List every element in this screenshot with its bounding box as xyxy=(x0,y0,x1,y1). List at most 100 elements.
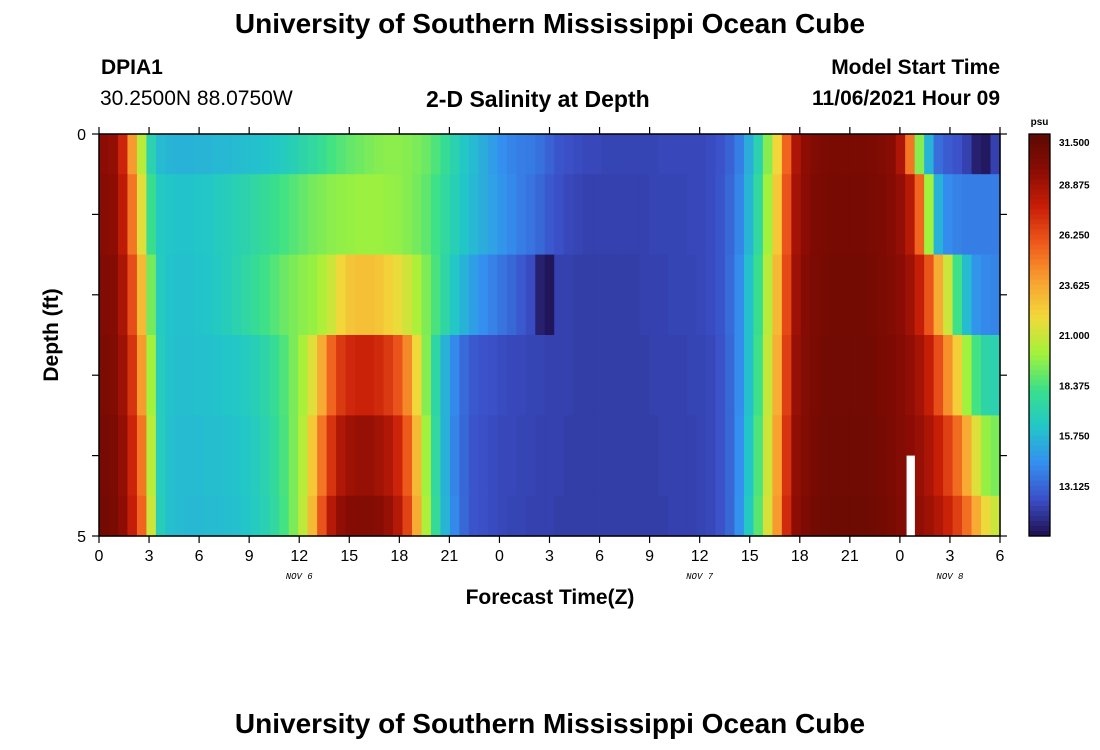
heatmap-cell xyxy=(459,174,470,256)
heatmap-cell xyxy=(829,415,840,497)
heatmap-cell xyxy=(449,174,460,256)
heatmap-cell xyxy=(269,415,280,497)
heatmap-cell xyxy=(279,495,290,537)
heatmap-cell xyxy=(611,254,622,336)
heatmap-cell xyxy=(440,495,451,537)
heatmap-cell xyxy=(762,134,773,175)
heatmap-cell xyxy=(639,174,650,256)
y-tick-label: 5 xyxy=(77,529,86,546)
colorbar-segment xyxy=(1029,219,1050,226)
colorbar-tick-label: 28.875 xyxy=(1059,180,1090,191)
colorbar-segment xyxy=(1029,319,1050,326)
heatmap-cell xyxy=(867,254,878,336)
heatmap-cell xyxy=(544,254,555,336)
heatmap-cell xyxy=(497,335,508,416)
heatmap-cell xyxy=(459,335,470,416)
heatmap-cell xyxy=(307,335,318,416)
colorbar-segment xyxy=(1029,385,1050,391)
heatmap-cell xyxy=(724,254,736,336)
heatmap-cell xyxy=(611,495,622,537)
heatmap-cell xyxy=(715,415,726,497)
heatmap-cell xyxy=(724,495,736,537)
heatmap-cell xyxy=(288,415,299,497)
heatmap-cell xyxy=(943,415,954,497)
heatmap-cell xyxy=(914,254,925,336)
heatmap-cell xyxy=(459,254,470,336)
heatmap-cell xyxy=(336,335,347,416)
heatmap-cell xyxy=(990,495,1001,537)
heatmap-cell xyxy=(117,254,129,336)
heatmap-cell xyxy=(848,254,859,336)
heatmap-cell xyxy=(222,415,233,497)
colorbar-segment xyxy=(1029,475,1050,482)
heatmap-cell xyxy=(136,495,148,537)
footer-title: University of Southern Mississippi Ocean… xyxy=(234,708,866,739)
heatmap-cell xyxy=(971,134,982,175)
heatmap-cell xyxy=(705,174,717,256)
heatmap-cell xyxy=(981,174,992,256)
heatmap-cell xyxy=(668,254,679,336)
heatmap-cell xyxy=(307,134,318,175)
heatmap-cell xyxy=(668,415,679,497)
heatmap-cell xyxy=(449,495,460,537)
heatmap-cell xyxy=(734,254,745,336)
heatmap-cell xyxy=(355,495,366,537)
heatmap-cell xyxy=(630,415,641,497)
heatmap-cell xyxy=(990,174,1001,256)
heatmap-cell xyxy=(430,495,442,537)
colorbar-segment xyxy=(1029,159,1050,165)
heatmap-cell xyxy=(516,254,527,336)
heatmap-cell xyxy=(677,415,688,497)
colorbar-segment xyxy=(1029,415,1050,422)
heatmap-cell xyxy=(212,415,223,497)
heatmap-cell xyxy=(848,134,859,175)
heatmap-cell xyxy=(952,335,963,416)
heatmap-cell xyxy=(364,254,375,336)
heatmap-cell xyxy=(298,254,309,336)
heatmap-cell xyxy=(317,174,328,256)
heatmap-cell xyxy=(250,415,261,497)
heatmap-cell xyxy=(952,254,963,336)
heatmap-cell xyxy=(705,254,717,336)
heatmap-cell xyxy=(601,415,612,497)
heatmap-cell xyxy=(563,174,574,256)
heatmap-cell xyxy=(440,254,451,336)
heatmap-cell xyxy=(430,415,442,497)
heatmap-cell xyxy=(374,335,385,416)
heatmap-cell xyxy=(117,134,129,175)
heatmap-cell xyxy=(573,254,584,336)
heatmap-cell xyxy=(298,495,309,537)
heatmap-cell xyxy=(535,415,546,497)
salinity-chart: 0 3 6 9 12 15 18 21 0 3 6 9 12 15 18 21 0 3 6 NOV 6 NOV 7 NOV… xyxy=(40,117,1090,609)
heatmap-cell xyxy=(525,335,536,416)
colorbar-segment xyxy=(1029,179,1050,185)
heatmap-cell xyxy=(487,254,498,336)
heatmap-cell xyxy=(848,495,859,537)
heatmap-cell xyxy=(781,174,792,256)
heatmap-cell xyxy=(573,335,584,416)
heatmap-cell xyxy=(411,174,423,256)
heatmap-cell xyxy=(829,495,840,537)
heatmap-cell xyxy=(677,174,688,256)
heatmap-cell xyxy=(848,174,859,256)
heatmap-cell xyxy=(753,415,764,497)
heatmap-cell xyxy=(269,495,280,537)
heatmap-cell xyxy=(364,335,375,416)
heatmap-cell xyxy=(165,495,176,537)
heatmap-cell xyxy=(393,174,404,256)
heatmap-cell xyxy=(544,174,555,256)
heatmap-cell xyxy=(393,495,404,537)
heatmap-cell xyxy=(174,254,185,336)
heatmap-cell xyxy=(582,174,593,256)
heatmap-cell xyxy=(374,174,385,256)
heatmap-cell xyxy=(687,254,698,336)
heatmap-cell xyxy=(753,254,764,336)
heatmap-cell xyxy=(250,134,261,175)
heatmap-cell xyxy=(336,134,347,175)
heatmap-cell xyxy=(800,335,811,416)
colorbar-segment xyxy=(1029,329,1050,336)
heatmap-cell xyxy=(326,335,337,416)
colorbar-segment xyxy=(1029,164,1050,170)
heatmap-cell xyxy=(193,174,204,256)
heatmap-cell xyxy=(639,335,650,416)
